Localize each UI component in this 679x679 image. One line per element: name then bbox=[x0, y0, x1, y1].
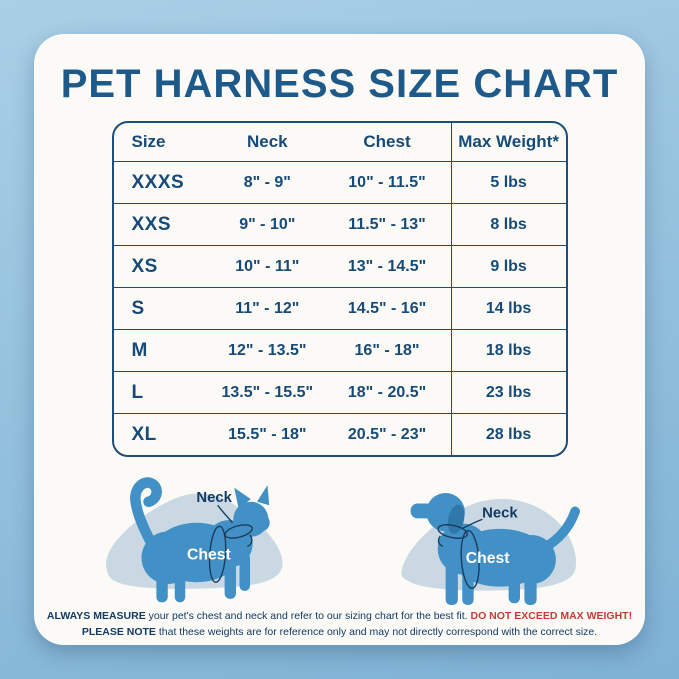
cell-max-weight: 28 lbs bbox=[450, 413, 566, 455]
cat-illustration: Neck Chest bbox=[106, 477, 283, 603]
page-title: PET HARNESS SIZE CHART bbox=[60, 62, 619, 106]
footnote-line-2-text: that these weights are for reference onl… bbox=[155, 625, 598, 638]
column-header-size: Size bbox=[131, 132, 166, 151]
measurement-figures: Neck Chest bbox=[34, 465, 645, 605]
cat-neck-label: Neck bbox=[196, 490, 232, 506]
table-header-row: Size Neck Chest Max Weight* bbox=[114, 123, 566, 162]
cell-neck: 10" - 11" bbox=[211, 245, 324, 288]
dog-neck-label: Neck bbox=[482, 506, 518, 522]
table-row: S 11" - 12" 14.5" - 16" 14 lbs bbox=[113, 287, 566, 330]
dog-illustration: Neck Chest bbox=[401, 493, 580, 605]
cell-size: S bbox=[113, 287, 212, 330]
footnote-line-1-text: your pet's chest and neck and refer to o… bbox=[145, 610, 471, 622]
table-row: M 12" - 13.5" 16" - 18" 18 lbs bbox=[113, 329, 566, 372]
table-row: XXS 9" - 10" 11.5" - 13" 8 lbs bbox=[113, 203, 566, 246]
cell-neck: 9" - 10" bbox=[211, 203, 324, 246]
cell-neck: 8" - 9" bbox=[211, 161, 324, 204]
cat-chest-label: Chest bbox=[187, 547, 232, 564]
cell-size: XXS bbox=[113, 203, 212, 246]
cell-chest: 14.5" - 16" bbox=[323, 287, 452, 330]
cell-chest: 11.5" - 13" bbox=[323, 203, 452, 246]
footnote-warning: DO NOT EXCEED MAX WEIGHT! bbox=[470, 610, 633, 622]
column-header-chest: Chest bbox=[363, 132, 411, 151]
cell-size: M bbox=[113, 329, 212, 372]
cell-max-weight: 23 lbs bbox=[450, 371, 566, 414]
cell-chest: 16" - 18" bbox=[323, 329, 452, 372]
dog-measuring-tape bbox=[437, 518, 483, 590]
cell-neck: 11" - 12" bbox=[211, 287, 324, 330]
column-header-neck: Neck bbox=[246, 132, 288, 151]
cell-max-weight: 9 lbs bbox=[450, 245, 566, 288]
cell-max-weight: 5 lbs bbox=[450, 161, 566, 204]
footnote: ALWAYS MEASURE your pet's chest and neck… bbox=[34, 609, 645, 641]
cell-size: L bbox=[113, 371, 212, 414]
cat-measuring-tape bbox=[208, 504, 253, 583]
cell-chest: 10" - 11.5" bbox=[323, 161, 452, 204]
table-row: XS 10" - 11" 13" - 14.5" 9 lbs bbox=[113, 245, 566, 288]
size-chart-card: PET HARNESS SIZE CHART Size Neck Chest M… bbox=[34, 34, 645, 645]
table-row: XXXS 8" - 9" 10" - 11.5" 5 lbs bbox=[113, 161, 566, 204]
footnote-always-measure: ALWAYS MEASURE bbox=[46, 610, 146, 622]
cell-neck: 12" - 13.5" bbox=[211, 329, 324, 372]
footnote-line-1: ALWAYS MEASURE your pet's chest and neck… bbox=[34, 609, 645, 625]
cat-silhouette bbox=[130, 477, 270, 603]
cell-neck: 13.5" - 15.5" bbox=[211, 371, 324, 414]
footnote-please-note: PLEASE NOTE bbox=[81, 625, 156, 638]
cell-chest: 20.5" - 23" bbox=[323, 413, 452, 455]
cell-size: XXXS bbox=[113, 161, 212, 204]
table-row: L 13.5" - 15.5" 18" - 20.5" 23 lbs bbox=[113, 371, 566, 414]
cell-chest: 18" - 20.5" bbox=[323, 371, 452, 414]
cell-max-weight: 8 lbs bbox=[450, 203, 566, 246]
cell-max-weight: 18 lbs bbox=[450, 329, 566, 372]
dog-chest-label: Chest bbox=[466, 550, 511, 567]
cell-size: XL bbox=[113, 413, 212, 455]
cell-chest: 13" - 14.5" bbox=[323, 245, 452, 288]
cell-max-weight: 14 lbs bbox=[450, 287, 566, 330]
cell-size: XS bbox=[113, 245, 212, 288]
column-header-max-weight: Max Weight* bbox=[450, 123, 566, 162]
size-table: Size Neck Chest Max Weight* XXXS 8" - 9"… bbox=[111, 121, 568, 457]
table-row: XL 15.5" - 18" 20.5" - 23" 28 lbs bbox=[113, 413, 566, 455]
footnote-line-2: PLEASE NOTE that these weights are for r… bbox=[34, 625, 645, 641]
cell-neck: 15.5" - 18" bbox=[211, 413, 324, 455]
